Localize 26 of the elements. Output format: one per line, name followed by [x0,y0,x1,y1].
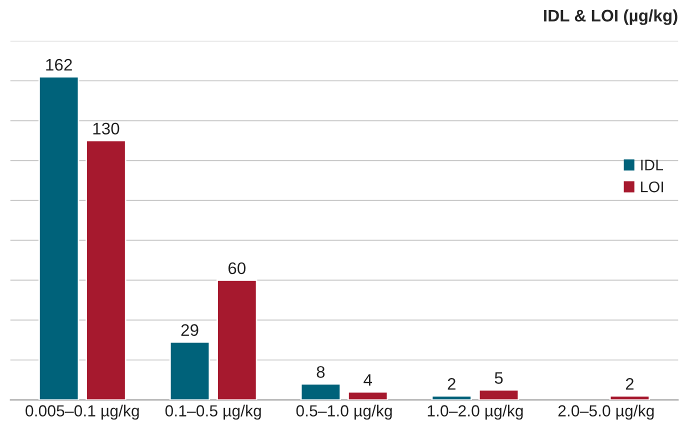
data-label: 2 [626,378,634,390]
x-tick-label: 0.5–1.0 µg/kg [296,404,392,420]
data-label: 4 [364,374,372,386]
chart-title: IDL & LOI (µg/kg) [544,9,678,25]
bar [478,389,520,400]
x-tick-label: 2.0–5.0 µg/kg [558,404,654,420]
bar [609,395,650,400]
data-label: 130 [93,122,120,135]
bar [38,76,80,400]
bar [216,280,258,400]
x-tick-label: 0.1–0.5 µg/kg [165,404,261,420]
legend-label: IDL [641,160,664,170]
bar [86,140,126,400]
x-tick-label: 0.005–0.1 µg/kg [26,404,139,420]
data-label: 162 [46,58,72,71]
legend-label: LOI [641,182,664,192]
data-label: 8 [316,366,325,378]
bar [348,391,388,400]
x-tick-label: 1.0–2.0 µg/kg [428,404,523,420]
data-label: 60 [228,262,246,274]
data-label: 29 [181,324,198,336]
bar [300,383,342,400]
data-label: 5 [494,372,503,384]
data-label: 2 [448,378,456,390]
bar [169,341,210,400]
bar [431,395,472,400]
